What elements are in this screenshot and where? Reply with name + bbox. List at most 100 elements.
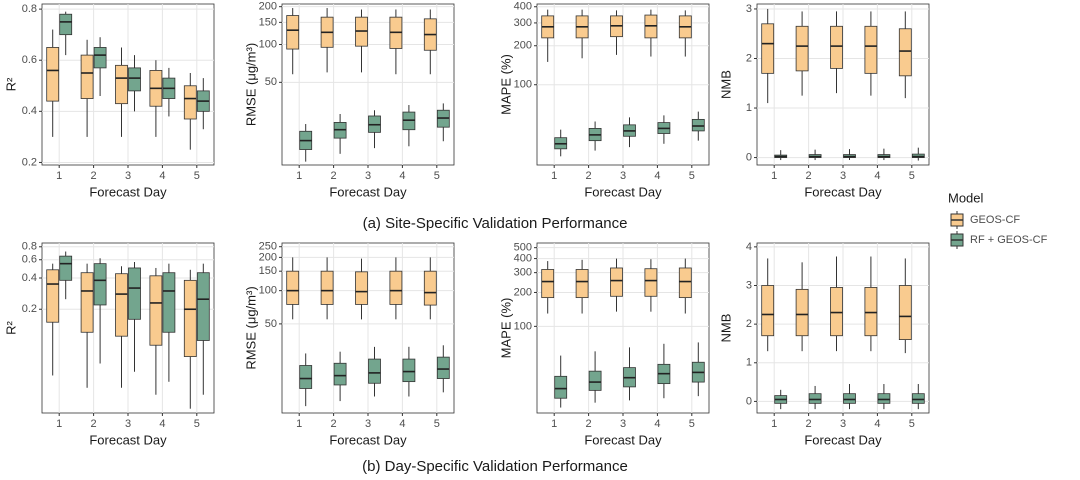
x-tick-label: 1: [56, 418, 62, 430]
y-tick-label: 100: [514, 79, 532, 91]
y-tick-label: 200: [259, 1, 277, 13]
x-tick-label: 2: [91, 418, 97, 430]
x-axis-title: Forecast Day: [89, 184, 167, 199]
x-tick-label: 5: [689, 418, 695, 430]
y-tick-label: 2: [746, 318, 752, 330]
box: [128, 67, 141, 92]
y-tick-label: 0.4: [22, 272, 37, 284]
box: [575, 269, 589, 299]
x-tick-label: 5: [909, 418, 915, 430]
y-tick-label: 200: [514, 286, 532, 298]
x-axis-title: Forecast Day: [329, 184, 407, 199]
box: [830, 25, 843, 69]
x-tick-label: 5: [434, 418, 440, 430]
caption: (a) Site-Specific Validation Performance: [363, 215, 628, 232]
x-tick-label: 2: [586, 418, 592, 430]
box: [761, 23, 775, 74]
x-axis-title: Forecast Day: [329, 432, 407, 447]
x-tick-label: 3: [365, 418, 371, 430]
box: [46, 47, 60, 102]
box: [299, 365, 313, 389]
y-tick-label: 300: [514, 17, 532, 29]
x-tick-label: 1: [551, 418, 557, 430]
box: [115, 273, 128, 337]
box: [93, 47, 107, 69]
x-tick-label: 1: [56, 170, 62, 182]
x-tick-label: 2: [331, 170, 337, 182]
y-tick-label: 0.4: [22, 105, 37, 117]
y-tick-label: 0: [746, 395, 752, 407]
x-tick-label: 4: [159, 418, 165, 430]
x-tick-label: 3: [620, 170, 626, 182]
x-axis-title: Forecast Day: [804, 184, 882, 199]
x-tick-label: 3: [125, 170, 131, 182]
box: [644, 268, 658, 297]
y-tick-label: 100: [259, 285, 277, 297]
box: [93, 263, 107, 306]
x-tick-label: 4: [874, 418, 880, 430]
x-tick-label: 2: [331, 418, 337, 430]
y-axis-title: R²: [3, 77, 18, 91]
y-tick-label: 1: [746, 102, 752, 114]
box: [162, 272, 176, 333]
y-axis-title: NMB: [718, 314, 733, 343]
y-tick-label: 500: [514, 242, 532, 254]
y-tick-label: 50: [265, 318, 277, 330]
box: [368, 358, 381, 384]
y-tick-label: 150: [259, 265, 277, 277]
box: [610, 267, 623, 297]
x-tick-label: 3: [840, 418, 846, 430]
x-tick-label: 2: [806, 170, 812, 182]
y-tick-label: 0: [746, 151, 752, 163]
y-tick-label: 3: [746, 279, 752, 291]
y-tick-label: 100: [259, 38, 277, 50]
y-tick-label: 50: [265, 76, 277, 88]
y-axis-title: RMSE (μg/m³): [243, 43, 258, 126]
box: [843, 393, 856, 404]
y-tick-label: 100: [514, 320, 532, 332]
y-axis-title: R²: [3, 320, 18, 334]
y-tick-label: 400: [514, 1, 532, 13]
box: [795, 25, 809, 72]
box: [554, 375, 568, 399]
box: [898, 28, 912, 77]
box: [183, 85, 197, 120]
y-tick-label: 0.8: [22, 241, 37, 253]
box: [80, 54, 94, 99]
y-tick-label: 0.2: [22, 156, 37, 168]
box: [864, 25, 878, 74]
legend-title: Model: [948, 190, 984, 205]
y-tick-label: 150: [259, 16, 277, 28]
x-tick-label: 1: [296, 170, 302, 182]
y-tick-label: 1: [746, 357, 752, 369]
box: [877, 393, 891, 404]
legend-label: GEOS-CF: [970, 214, 1020, 226]
x-tick-label: 5: [689, 170, 695, 182]
x-tick-label: 2: [806, 418, 812, 430]
x-tick-label: 3: [840, 170, 846, 182]
box: [898, 285, 912, 340]
y-axis-title: MAPE (%): [498, 298, 513, 359]
x-tick-label: 1: [296, 418, 302, 430]
x-tick-label: 1: [771, 170, 777, 182]
box: [355, 271, 368, 305]
box: [389, 270, 403, 305]
box: [333, 362, 347, 386]
x-tick-label: 2: [586, 170, 592, 182]
y-axis-title: RMSE (μg/m³): [243, 286, 258, 369]
x-tick-label: 4: [399, 170, 405, 182]
caption: (b) Day-Specific Validation Performance: [362, 458, 628, 475]
box: [795, 288, 809, 337]
y-axis-title: NMB: [718, 70, 733, 99]
y-tick-label: 0.8: [22, 3, 37, 15]
x-tick-label: 4: [874, 170, 880, 182]
y-axis-title: MAPE (%): [498, 54, 513, 115]
box: [864, 287, 878, 337]
box: [423, 270, 437, 306]
box: [402, 358, 416, 383]
box: [678, 267, 692, 299]
box: [830, 287, 843, 337]
box: [286, 15, 300, 50]
box: [46, 269, 60, 323]
